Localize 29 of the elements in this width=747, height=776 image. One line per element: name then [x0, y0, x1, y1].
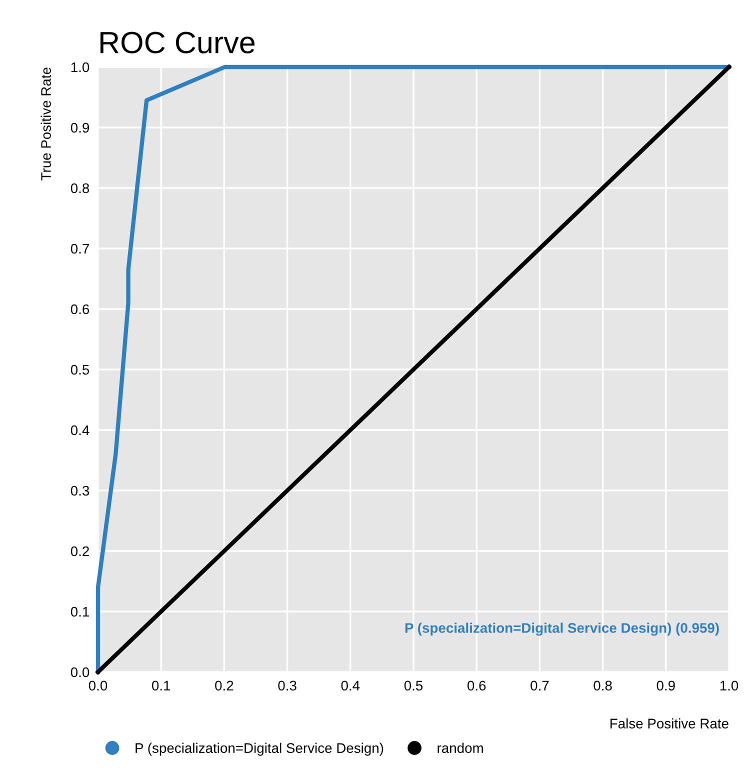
- y-tick-label: 0.0: [70, 667, 90, 678]
- legend-label: random: [438, 742, 483, 753]
- line-series: [96, 64, 732, 674]
- x-tick-label: 0.1: [152, 680, 170, 691]
- y-tick-label: 0.9: [70, 122, 90, 133]
- annotation: P (specialization=Digital Service Design) (0.959): [405, 622, 719, 636]
- x-tick-label: 1.0: [720, 680, 738, 691]
- y-tick-label: 0.6: [70, 304, 90, 314]
- y-axis-title: True Positive Rate: [40, 68, 51, 180]
- x-tick-label: 0.6: [467, 680, 486, 691]
- x-tick-label: 0.4: [341, 680, 360, 691]
- x-tick-label: 0.3: [278, 680, 296, 691]
- x-axis-title: False Positive Rate: [610, 718, 728, 728]
- x-tick-label: 0.0: [88, 680, 108, 691]
- y-tick-label: 0.8: [70, 183, 90, 194]
- y-tick-label: 0.5: [70, 364, 90, 375]
- y-tick-label: 0.3: [70, 486, 90, 496]
- x-tick-label: 0.5: [404, 680, 423, 691]
- y-tick-label: 0.1: [70, 606, 89, 617]
- x-tick-label: 0.9: [656, 680, 675, 691]
- chart-title: ROC Curve: [100, 32, 255, 54]
- legend-label: P (specialization=Digital Service Design): [136, 742, 384, 756]
- x-tick-label: 0.8: [594, 680, 612, 691]
- x-tick-label: 0.7: [530, 680, 549, 691]
- y-tick-label: 1.0: [71, 62, 90, 72]
- y-tick-label: 0.2: [70, 546, 89, 556]
- x-tick-label: 0.2: [215, 680, 234, 691]
- y-tick-label: 0.7: [70, 244, 89, 254]
- y-tick-label: 0.4: [70, 425, 90, 436]
